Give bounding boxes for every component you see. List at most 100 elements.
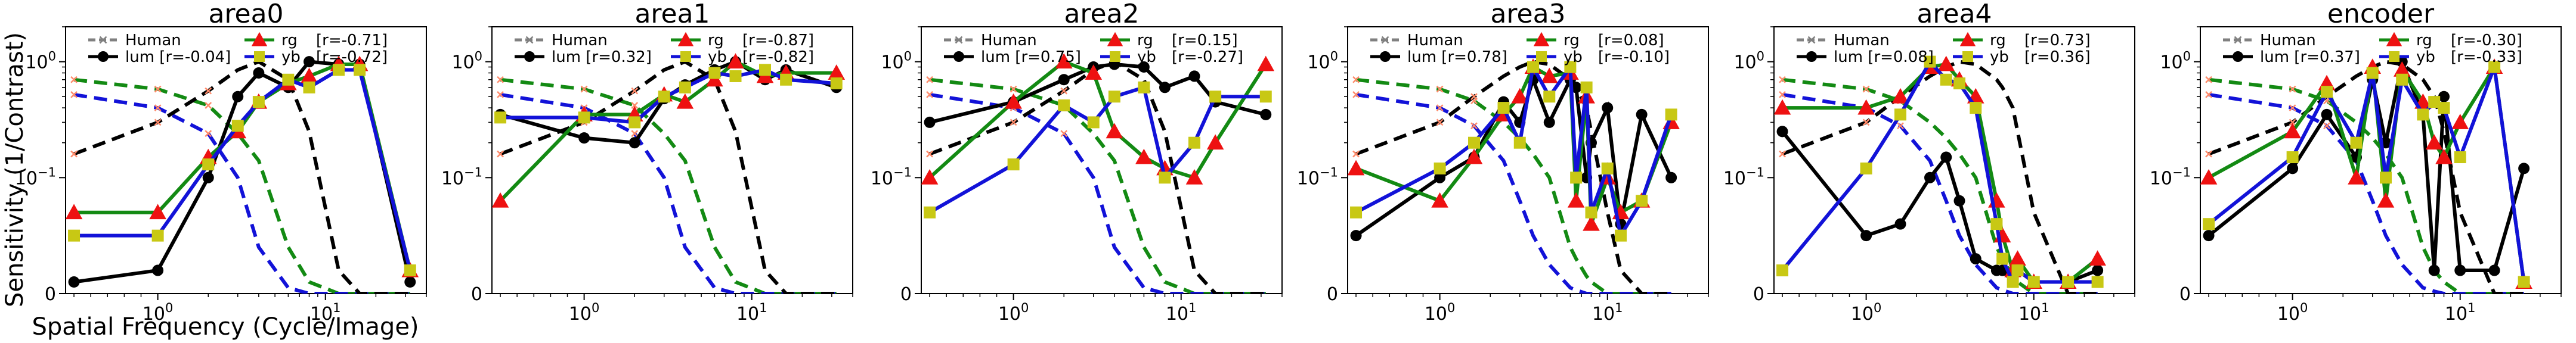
series-marker-rg [301, 67, 318, 83]
legend-lum-marker [2233, 51, 2243, 62]
series-marker-rg [2089, 250, 2106, 266]
series-marker-yb [303, 81, 315, 93]
series-marker-yb [1259, 91, 1272, 103]
series-marker-lum [1636, 108, 1648, 120]
series-marker-rg [1857, 99, 1875, 115]
series-line-rg [928, 60, 1268, 180]
series-marker-yb [1058, 99, 1070, 111]
series-marker-rg [1937, 55, 1955, 71]
series-marker-yb [578, 111, 590, 124]
legend-yb-marker [1962, 51, 1973, 62]
chart-panel-encoder: encoder 100 101 0 10−1 100 Human rg [r=-0.30] lum… [2150, 0, 2562, 325]
legend-lum-label: lum [r=0.08] [1834, 48, 1934, 66]
legend: Human rg [r=0.15] lum [r=0.75] yb [r=-0.27] [944, 32, 1243, 66]
series-marker-yb [780, 73, 792, 86]
series-line-yb [928, 85, 1266, 214]
legend-rg-r: [r=0.73] [2024, 32, 2091, 49]
series-marker-yb [2366, 67, 2379, 79]
human-curve-rg [1782, 77, 2098, 294]
human-marker-yb [631, 130, 639, 138]
x-tick-label: 100 [1425, 301, 1456, 325]
series-marker-lum [1434, 172, 1446, 183]
legend-human-marker [1381, 36, 1389, 44]
series-marker-rg [1257, 55, 1275, 71]
series-marker-rg [2425, 134, 2443, 150]
series-marker-lum [1940, 151, 1952, 163]
series-line-lum [1781, 130, 2098, 286]
series-marker-yb [1468, 136, 1481, 149]
y-axis-label: Sensitivity (1/Contrast) [1, 32, 29, 307]
series-marker-yb [1996, 252, 2009, 265]
panel-title: area0 [208, 0, 283, 29]
panel-title: encoder [2327, 0, 2435, 29]
series-marker-yb [708, 67, 721, 79]
series-marker-lum [1860, 230, 1872, 242]
legend-rg-label: rg [281, 32, 298, 49]
human-curve-lum [928, 60, 1266, 294]
legend-yb-label: yb [281, 48, 301, 66]
legend-yb-r: [r=-0.27] [1172, 48, 1243, 66]
series-marker-lum [1350, 230, 1362, 242]
series-marker-lum [578, 132, 590, 144]
chart-panel-area3: area3 100 101 0 10−1 100 Human rg [r=0.08] lum [r… [1297, 0, 1709, 325]
legend-human-marker [955, 36, 963, 44]
series-marker-rg [2348, 169, 2365, 185]
series-marker-rg [1465, 148, 1483, 164]
y-tick-label: 0 [2179, 284, 2191, 305]
series-marker-yb [333, 64, 345, 76]
human-marker-rg [2289, 85, 2296, 93]
series-marker-lum [2454, 264, 2466, 276]
human-curve-yb [1355, 92, 1671, 294]
human-marker-lum [205, 87, 212, 95]
series-line-yb [74, 68, 412, 271]
human-marker-rg [2205, 76, 2212, 83]
y-tick-label: 10−1 [2150, 165, 2191, 189]
series-marker-rg [1891, 88, 1909, 104]
human-marker-yb [1436, 104, 1444, 111]
legend-yb-r: [r=-0.72] [316, 48, 388, 66]
series-marker-yb [1527, 61, 1540, 73]
series-marker-yb [2438, 102, 2450, 114]
legend-human-label: Human [125, 32, 181, 49]
legend-human-marker [99, 36, 107, 44]
y-tick-label: 100 [881, 49, 912, 73]
legend-yb-label: yb [708, 48, 727, 66]
x-tick-label: 100 [569, 301, 600, 325]
legend-lum-marker [1806, 51, 1817, 62]
legend: Human rg [r=-0.71] lum [r=-0.04] yb [r=-0.72] [88, 32, 388, 66]
legend-lum-label: lum [r=0.75] [981, 48, 1081, 66]
x-tick-label: 101 [1166, 301, 1197, 325]
legend-human-label: Human [1407, 32, 1463, 49]
series-marker-rg [1106, 123, 1123, 139]
human-curve-lum [1355, 60, 1671, 294]
series-marker-rg [1005, 93, 1022, 109]
human-marker-yb [2289, 104, 2296, 111]
series-marker-lum [2321, 108, 2333, 120]
series-marker-rg [676, 93, 694, 109]
human-marker-rg [1352, 76, 1360, 83]
y-tick-label: 100 [2160, 49, 2191, 73]
series-marker-yb [68, 229, 80, 242]
series-marker-yb [1513, 136, 1526, 149]
legend-human-marker [525, 36, 534, 44]
series-marker-lum [2488, 264, 2500, 276]
series-marker-yb [1188, 136, 1201, 149]
series-marker-lum [924, 116, 936, 128]
human-curve-lum [1781, 60, 2098, 294]
series-marker-yb [2380, 172, 2392, 184]
legend-lum-label: lum [r=0.32] [552, 48, 652, 66]
series-marker-lum [68, 276, 80, 288]
series-marker-yb [2011, 264, 2024, 277]
series-marker-lum [1260, 108, 1272, 120]
legend-yb-marker [1536, 51, 1547, 62]
y-tick-label: 0 [471, 284, 482, 305]
series-marker-yb [1665, 108, 1677, 121]
y-tick-label: 100 [1733, 49, 1764, 73]
chart-panel-area2: area2 100 101 0 10−1 100 Human rg [r=0.15] lum [r… [871, 0, 1283, 325]
series-marker-yb [252, 96, 265, 108]
human-marker-lum [2205, 150, 2212, 158]
series-marker-rg [149, 204, 166, 220]
legend-rg-marker [1107, 32, 1123, 46]
human-marker-rg [70, 76, 78, 83]
series-marker-lum [1058, 74, 1070, 86]
